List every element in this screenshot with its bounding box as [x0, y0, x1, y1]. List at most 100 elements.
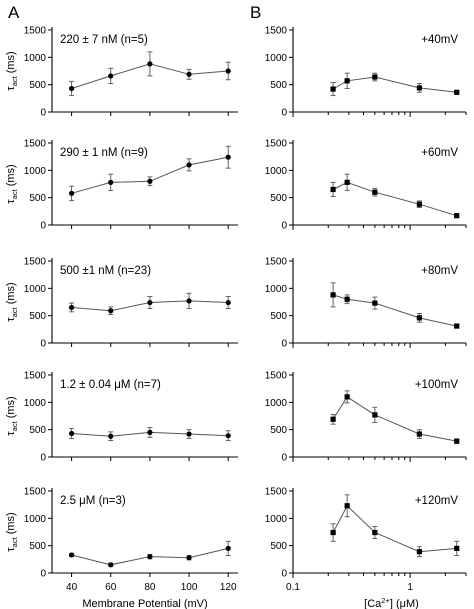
condition-label: +80mV: [421, 265, 458, 277]
chart-panel-a-3: 0 500 1000 1500 τact (ms) 500 ±1 nM (n=23): [5, 257, 238, 350]
data-point: [372, 529, 378, 536]
data-point: [344, 394, 350, 400]
y-tick-label: 1000: [24, 284, 47, 295]
y-tick-label: 1500: [265, 257, 288, 268]
data-point: [330, 86, 336, 92]
y-tick-label: 1500: [24, 487, 47, 498]
data-point: [108, 308, 114, 314]
data-point: [454, 438, 460, 444]
data-point: [147, 61, 153, 67]
data-point: [147, 554, 153, 560]
x-tick-label: 1: [407, 582, 413, 593]
condition-label: +120mV: [415, 495, 458, 507]
y-axis-label: τact (ms): [5, 51, 19, 90]
data-point: [108, 73, 114, 79]
y-tick-label: 1000: [265, 53, 288, 64]
data-point: [454, 213, 460, 219]
data-point: [372, 412, 378, 418]
series-line: [71, 156, 229, 194]
x-tick-label: 60: [105, 582, 117, 593]
data-point: [108, 433, 114, 439]
series-line: [332, 504, 457, 553]
y-axis-label-subscript: act: [10, 188, 19, 199]
data-point: [186, 298, 192, 304]
series-line: [332, 294, 457, 327]
data-point: [330, 186, 336, 193]
data-point: [225, 299, 231, 306]
data-point: [68, 304, 75, 311]
y-tick-label: 0: [281, 569, 287, 580]
data-point: [68, 430, 75, 437]
x-axis-title: Membrane Potential (mV): [82, 598, 207, 609]
data-point: [344, 179, 350, 185]
y-tick-label: 0: [40, 339, 46, 350]
data-point: [108, 562, 114, 568]
data-point: [454, 545, 460, 551]
y-tick-label: 500: [29, 311, 46, 322]
y-tick-label: 500: [270, 311, 287, 322]
y-axis-label-unit: (ms): [5, 512, 17, 537]
x-tick-label: 0.1: [286, 582, 300, 593]
condition-label: 290 ± 1 nM (n=9): [60, 147, 148, 159]
condition-label: +100mV: [415, 379, 458, 391]
data-point: [454, 89, 460, 95]
data-point: [225, 545, 231, 552]
x-axis-title-main: [Ca: [364, 598, 382, 609]
y-tick-label: 500: [270, 541, 287, 552]
y-tick-label: 1500: [265, 371, 288, 382]
data-point: [344, 296, 350, 302]
data-point: [225, 154, 231, 160]
data-point: [416, 85, 422, 91]
y-tick-label: 1000: [24, 166, 47, 177]
data-point: [416, 201, 422, 207]
y-axis-label: τact (ms): [5, 512, 19, 551]
data-point: [454, 323, 460, 329]
y-axis-label-unit: (ms): [5, 164, 17, 189]
y-axis-label-symbol: τ: [5, 431, 17, 436]
data-point: [372, 300, 378, 306]
data-point: [225, 433, 231, 439]
x-axis-title-superscript: 2+: [381, 596, 390, 605]
y-tick-label: 1000: [24, 398, 47, 409]
chart-panel-b-2: 0 500 1000 1500 +60mV: [265, 139, 467, 232]
y-tick-label: 1000: [24, 514, 47, 525]
data-point: [344, 78, 350, 84]
condition-label: 220 ± 7 nM (n=5): [60, 34, 148, 46]
y-tick-label: 1500: [24, 257, 47, 268]
y-tick-label: 0: [40, 453, 46, 464]
y-axis-label-unit: (ms): [5, 51, 17, 76]
data-point: [186, 555, 192, 561]
y-axis-label-subscript: act: [10, 536, 19, 547]
data-point: [330, 529, 336, 536]
y-tick-label: 1500: [24, 139, 47, 150]
y-tick-label: 1500: [265, 139, 288, 150]
y-axis-label-symbol: τ: [5, 86, 17, 91]
y-tick-label: 0: [281, 108, 287, 119]
data-point: [330, 292, 336, 298]
y-axis-label-subscript: act: [10, 75, 19, 86]
data-point: [186, 162, 192, 168]
chart-panel-a-1: 0 500 1000 1500 τact (ms) 220 ± 7 nM (n=5): [5, 26, 238, 119]
y-tick-label: 0: [40, 221, 46, 232]
data-point: [372, 189, 378, 195]
panel-letter-a: A: [8, 3, 20, 22]
y-axis-label-symbol: τ: [5, 317, 17, 322]
y-tick-label: 1500: [265, 26, 288, 37]
y-tick-label: 1500: [24, 371, 47, 382]
y-tick-label: 1000: [265, 166, 288, 177]
data-point: [416, 315, 422, 321]
panel-letter-b: B: [250, 3, 261, 22]
y-tick-label: 500: [29, 541, 46, 552]
y-axis-label: τact (ms): [5, 164, 19, 203]
y-tick-label: 1000: [265, 398, 288, 409]
y-axis-label-subscript: act: [10, 420, 19, 431]
x-tick-label: 120: [220, 582, 237, 593]
data-point: [225, 68, 231, 74]
y-axis-label-unit: (ms): [5, 396, 17, 421]
data-point: [108, 179, 114, 185]
series-line: [332, 396, 457, 442]
data-point: [330, 416, 336, 422]
data-point: [68, 190, 75, 196]
y-tick-label: 500: [29, 425, 46, 436]
